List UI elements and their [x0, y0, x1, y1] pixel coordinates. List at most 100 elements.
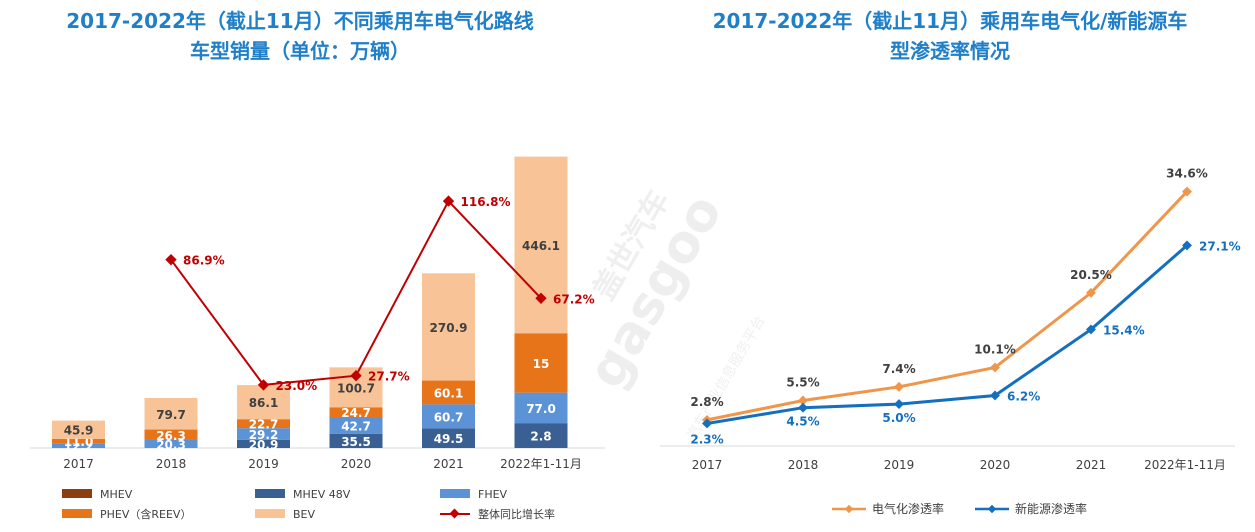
data-label: 2.3% — [690, 432, 723, 446]
bar-segment-bev — [422, 273, 475, 381]
data-label: 29.2 — [249, 428, 279, 442]
watermark-text: 汽车产业信息服务平台 — [684, 313, 769, 443]
data-label: 45.9 — [64, 424, 94, 438]
right-chart-title: 2017-2022年（截止11月）乘用车电气化/新能源车 型渗透率情况 — [650, 6, 1250, 66]
data-label: 2.8 — [530, 430, 551, 444]
legend-swatch — [440, 489, 470, 498]
x-tick-label: 2020 — [341, 457, 372, 471]
bar-segment-phev-reev- — [237, 419, 290, 429]
data-label: 270.9 — [430, 321, 468, 335]
legend-swatch — [255, 489, 285, 498]
bar-segment-mhev-48v — [422, 428, 475, 448]
point-marker — [990, 362, 1000, 373]
bar-segment-phev-reev- — [52, 438, 105, 444]
point-marker — [798, 402, 808, 413]
legend-label: 新能源渗透率 — [1015, 501, 1087, 516]
growth-rate-label: 23.0% — [276, 379, 318, 393]
x-tick-label: 2021 — [433, 457, 464, 471]
point-marker — [1182, 240, 1192, 251]
legend-label: MHEV — [100, 488, 133, 501]
legend-swatch — [62, 509, 92, 518]
data-label: 15.4% — [1103, 323, 1145, 337]
growth-rate-marker — [442, 195, 455, 207]
x-tick-label: 2017 — [63, 457, 94, 471]
legend-swatch — [449, 508, 460, 519]
x-tick-label: 2022年1-11月 — [500, 457, 582, 471]
data-label: 35.5 — [341, 435, 371, 449]
point-marker — [894, 381, 904, 392]
growth-rate-marker — [165, 254, 177, 266]
growth-rate-label: 86.9% — [183, 254, 225, 268]
point-marker — [1182, 186, 1192, 197]
growth-rate-label: 27.7% — [368, 370, 410, 384]
bar-segment-fhev — [514, 392, 568, 424]
bar-segment-fhev — [52, 443, 105, 448]
bar-segment-bev — [52, 420, 105, 439]
legend-swatch — [987, 504, 997, 514]
right-title-line2: 型渗透率情况 — [890, 39, 1010, 63]
data-label: 20.5% — [1070, 268, 1112, 282]
data-label: 5.5% — [786, 376, 819, 390]
legend-label: BEV — [293, 508, 315, 521]
data-label: 24.7 — [341, 406, 371, 420]
data-label: 60.7 — [434, 410, 464, 424]
growth-rate-marker — [535, 292, 547, 304]
data-label: 15 — [533, 357, 550, 371]
point-marker — [702, 418, 712, 429]
growth-rate-label: 116.8% — [461, 195, 511, 209]
bar-segment-fhev — [329, 417, 383, 434]
growth-rate-label: 67.2% — [553, 292, 595, 306]
legend-label: FHEV — [478, 488, 508, 501]
x-tick-label: 2022年1-11月 — [1144, 458, 1226, 472]
electrification-line — [706, 190, 1189, 422]
bar-segment-phev-reev- — [514, 333, 568, 393]
legend-label: 整体同比增长率 — [478, 507, 555, 521]
bar-segment-bev — [237, 385, 290, 420]
penetration-line-chart: 2017 2018 2019 2020 2021 2022年1-11月 2.8% 5.5% 7.… — [660, 167, 1241, 516]
bar-segment-mhev-48v — [237, 439, 290, 448]
data-label: 2.8% — [690, 395, 723, 409]
bar-segment-phev-reev- — [329, 407, 383, 418]
legend-swatch — [62, 489, 92, 498]
growth-rate-line — [170, 199, 542, 386]
data-label: 79.7 — [156, 408, 186, 422]
bar-segment-bev — [144, 397, 198, 430]
data-label: 20.3 — [156, 438, 186, 452]
x-tick-label: 2021 — [1076, 458, 1107, 472]
data-label: 60.1 — [434, 386, 464, 400]
data-label: 20.9 — [249, 438, 279, 452]
x-tick-label: 2020 — [980, 458, 1011, 472]
data-label: 7.4% — [882, 362, 915, 376]
point-marker — [1086, 324, 1096, 335]
legend-label: MHEV 48V — [293, 488, 351, 501]
bar-segment-fhev — [237, 428, 290, 440]
data-label: 22.7 — [249, 418, 279, 432]
left-title-line1: 2017-2022年（截止11月）不同乘用车电气化路线 — [66, 9, 534, 33]
data-label: 77.0 — [526, 402, 556, 416]
data-label: 100.7 — [337, 381, 375, 395]
point-marker — [1086, 287, 1096, 298]
nev-line — [706, 244, 1188, 425]
data-label: 34.6% — [1166, 167, 1208, 181]
x-tick-label: 2019 — [248, 457, 279, 471]
data-label: 10.1% — [974, 342, 1016, 356]
growth-rate-marker — [257, 379, 270, 391]
bar-segment-fhev — [422, 404, 475, 429]
data-label: 42.7 — [341, 419, 371, 433]
point-marker — [798, 395, 808, 406]
data-label: 4.5% — [786, 415, 819, 429]
left-title-line2: 车型销量（单位：万辆） — [190, 39, 410, 63]
data-label: 446.1 — [522, 239, 560, 253]
left-chart-title: 2017-2022年（截止11月）不同乘用车电气化路线 车型销量（单位：万辆） — [20, 6, 580, 66]
legend-label: 电气化渗透率 — [872, 501, 944, 516]
growth-rate-marker — [350, 370, 362, 382]
right-title-line1: 2017-2022年（截止11月）乘用车电气化/新能源车 — [712, 9, 1188, 33]
bar-segment-phev-reev- — [144, 429, 198, 440]
bar-segment-fhev — [144, 439, 198, 448]
point-marker — [894, 399, 904, 410]
bar-segment-mhev-48v — [329, 433, 383, 448]
bar-segment-mhev-48v — [514, 423, 568, 448]
x-tick-label: 2019 — [884, 458, 915, 472]
data-label: 49.5 — [434, 432, 464, 446]
data-label: 6.2% — [1007, 389, 1040, 403]
